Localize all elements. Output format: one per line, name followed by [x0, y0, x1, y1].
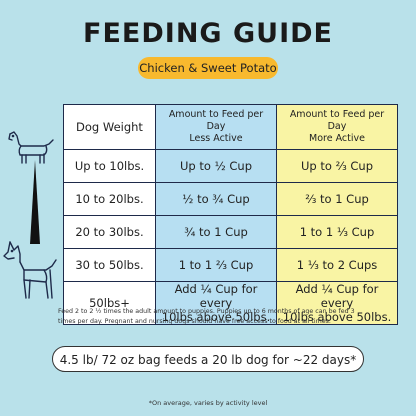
less-active-cell: ½ to ¾ Cup — [155, 182, 277, 216]
weight-cell: 10 to 20lbs. — [63, 182, 156, 216]
header-less-line-2: Less Active — [189, 133, 243, 144]
less-active-cell: 1 to 1 ⅔ Cup — [155, 248, 277, 282]
table-row: 10 to 20lbs. ½ to ¾ Cup ⅔ to 1 Cup — [63, 182, 398, 216]
table-row: Up to 10lbs. Up to ½ Cup Up to ⅔ Cup — [63, 149, 398, 183]
weight-cell: 20 to 30lbs. — [63, 215, 156, 249]
header-more-active: Amount to Feed per Day More Active — [276, 104, 398, 150]
header-dog-weight: Dog Weight — [63, 104, 156, 150]
table-row: 50lbs+ Add ¼ Cup for every 10lbs above 5… — [63, 281, 398, 325]
less-active-line-1: Add ¼ Cup for every — [174, 282, 258, 310]
table-header-row: Dog Weight Amount to Feed per Day Less A… — [63, 104, 398, 150]
header-more-line-2: More Active — [309, 133, 365, 144]
more-active-cell: Add ¼ Cup for every 10lbs above 50lbs. — [276, 281, 398, 325]
small-dog-icon — [8, 131, 54, 164]
header-less-line-1: Amount to Feed per Day — [168, 109, 264, 132]
recipe-pill: Chicken & Sweet Potato — [138, 57, 278, 79]
bag-info-pill: 4.5 lb/ 72 oz bag feeds a 20 lb dog for … — [52, 346, 364, 372]
puppy-note-line-1: Feed 2 to 2 ½ times the adult amount to … — [58, 308, 355, 315]
more-active-line-2: 10lbs above 50lbs. — [282, 310, 392, 324]
puppy-note: Feed 2 to 2 ½ times the adult amount to … — [58, 307, 398, 327]
table-row: 20 to 30lbs. ¾ to 1 Cup 1 to 1 ⅓ Cup — [63, 215, 398, 249]
weight-cell: 30 to 50lbs. — [63, 248, 156, 282]
page-title: FEEDING GUIDE — [83, 18, 333, 49]
size-scale-icon — [30, 160, 40, 244]
less-active-line-2: 10lbs above 50lbs. — [161, 310, 271, 324]
table-row: 30 to 50lbs. 1 to 1 ⅔ Cup 1 ⅓ to 2 Cups — [63, 248, 398, 282]
weight-cell: Up to 10lbs. — [63, 149, 156, 183]
more-active-line-1: Add ¼ Cup for every — [295, 282, 379, 310]
more-active-cell: ⅔ to 1 Cup — [276, 182, 398, 216]
header-more-line-1: Amount to Feed per Day — [289, 109, 385, 132]
less-active-cell: Add ¼ Cup for every 10lbs above 50lbs. — [155, 281, 277, 325]
puppy-note-line-2: times per day. Pregnant and nursing dogs… — [58, 318, 331, 325]
more-active-cell: Up to ⅔ Cup — [276, 149, 398, 183]
footnote: *On average, varies by activity level — [148, 399, 268, 407]
less-active-cell: ¾ to 1 Cup — [155, 215, 277, 249]
more-active-cell: 1 to 1 ⅓ Cup — [276, 215, 398, 249]
feeding-table: Dog Weight Amount to Feed per Day Less A… — [63, 104, 398, 325]
header-less-active: Amount to Feed per Day Less Active — [155, 104, 277, 150]
more-active-cell: 1 ⅓ to 2 Cups — [276, 248, 398, 282]
large-dog-icon — [3, 241, 57, 299]
less-active-cell: Up to ½ Cup — [155, 149, 277, 183]
